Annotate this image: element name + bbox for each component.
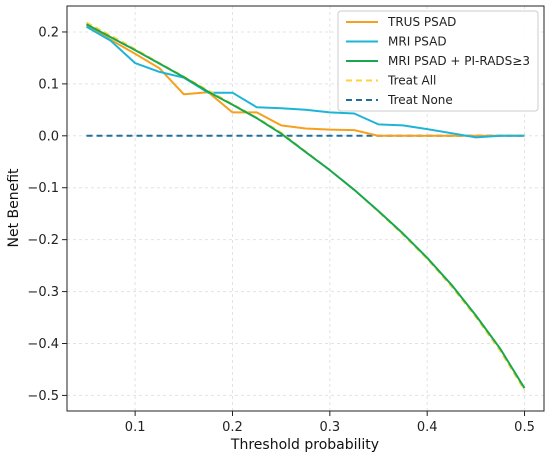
y-tick-label: −0.4 xyxy=(27,337,59,352)
y-tick-label: 0.2 xyxy=(38,25,59,40)
y-tick-label: −0.5 xyxy=(27,389,59,404)
x-tick-label: 0.4 xyxy=(417,420,438,435)
plot-frame xyxy=(66,5,545,412)
y-tick-label: 0.0 xyxy=(38,129,59,144)
y-tick-label: −0.3 xyxy=(27,285,59,300)
y-tick-label: 0.1 xyxy=(38,77,59,92)
legend-label: Treat None xyxy=(387,93,453,107)
legend-label: Treat All xyxy=(387,74,436,88)
x-tick-label: 0.5 xyxy=(514,420,535,435)
x-axis-label: Threshold probability xyxy=(230,437,379,453)
y-tick-label: −0.1 xyxy=(27,181,59,196)
y-ticks: 0.2 0.1 0.0 −0.1 −0.2 −0.3 −0.4 −0.5 xyxy=(27,25,67,404)
y-axis-label: Net Benefit xyxy=(6,168,22,248)
series-line-1 xyxy=(86,25,525,139)
x-tick-label: 0.2 xyxy=(222,420,243,435)
y-tick-label: −0.2 xyxy=(27,233,59,248)
legend-label: MRI PSAD + PI-RADS≥3 xyxy=(388,54,530,68)
x-tick-label: 0.1 xyxy=(125,420,146,435)
legend: TRUS PSAD MRI PSAD MRI PSAD + PI-RADS≥3 Tre… xyxy=(337,10,539,112)
x-ticks: 0.1 0.2 0.3 0.4 0.5 xyxy=(125,411,535,435)
legend-label: TRUS PSAD xyxy=(387,15,456,29)
series-line-2 xyxy=(86,23,526,389)
legend-box xyxy=(337,10,539,112)
series-line-0 xyxy=(85,24,525,137)
series-lines xyxy=(85,21,526,391)
axes xyxy=(66,5,545,412)
x-tick-label: 0.3 xyxy=(319,420,340,435)
legend-label: MRI PSAD xyxy=(388,35,447,49)
